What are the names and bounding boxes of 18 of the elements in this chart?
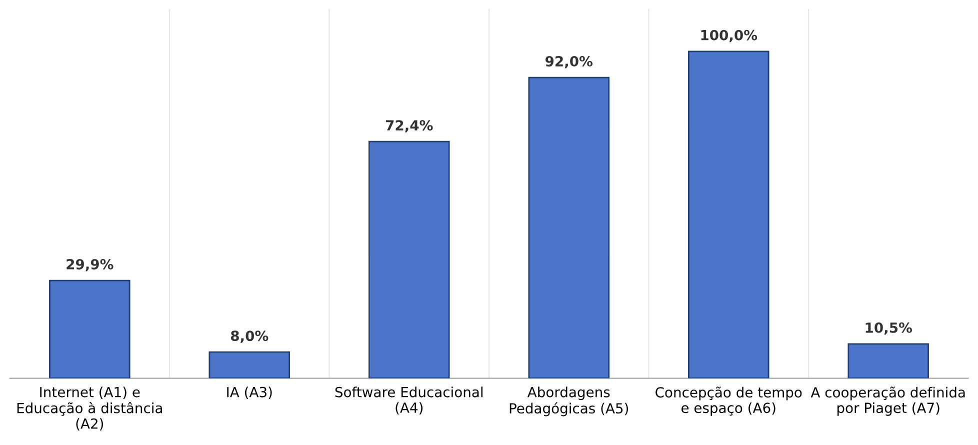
data-label: 92,0% (545, 56, 593, 68)
data-label: 8,0% (230, 330, 268, 343)
bar (208, 351, 290, 378)
bar (368, 140, 450, 378)
x-tick-label: Concepção de tempo e espaço (A6) (656, 386, 802, 416)
x-tick-label: A cooperação definida por Piaget (A7) (810, 386, 965, 416)
x-tick-label: Abordagens Pedagógicas (A5) (510, 386, 628, 416)
data-label: 29,9% (66, 258, 114, 272)
data-label: 10,5% (866, 322, 912, 335)
bar (848, 343, 929, 378)
bar (49, 280, 130, 378)
data-label: 72,4% (386, 120, 433, 132)
x-tick-label: Internet (A1) e Educação à distância (A2) (17, 386, 162, 430)
data-label: 100,0% (701, 30, 758, 42)
bar (688, 50, 770, 378)
x-tick-label: Software Educacional (A4) (335, 386, 482, 415)
bar (528, 76, 610, 378)
x-tick-label: IA (A3) (227, 386, 272, 399)
